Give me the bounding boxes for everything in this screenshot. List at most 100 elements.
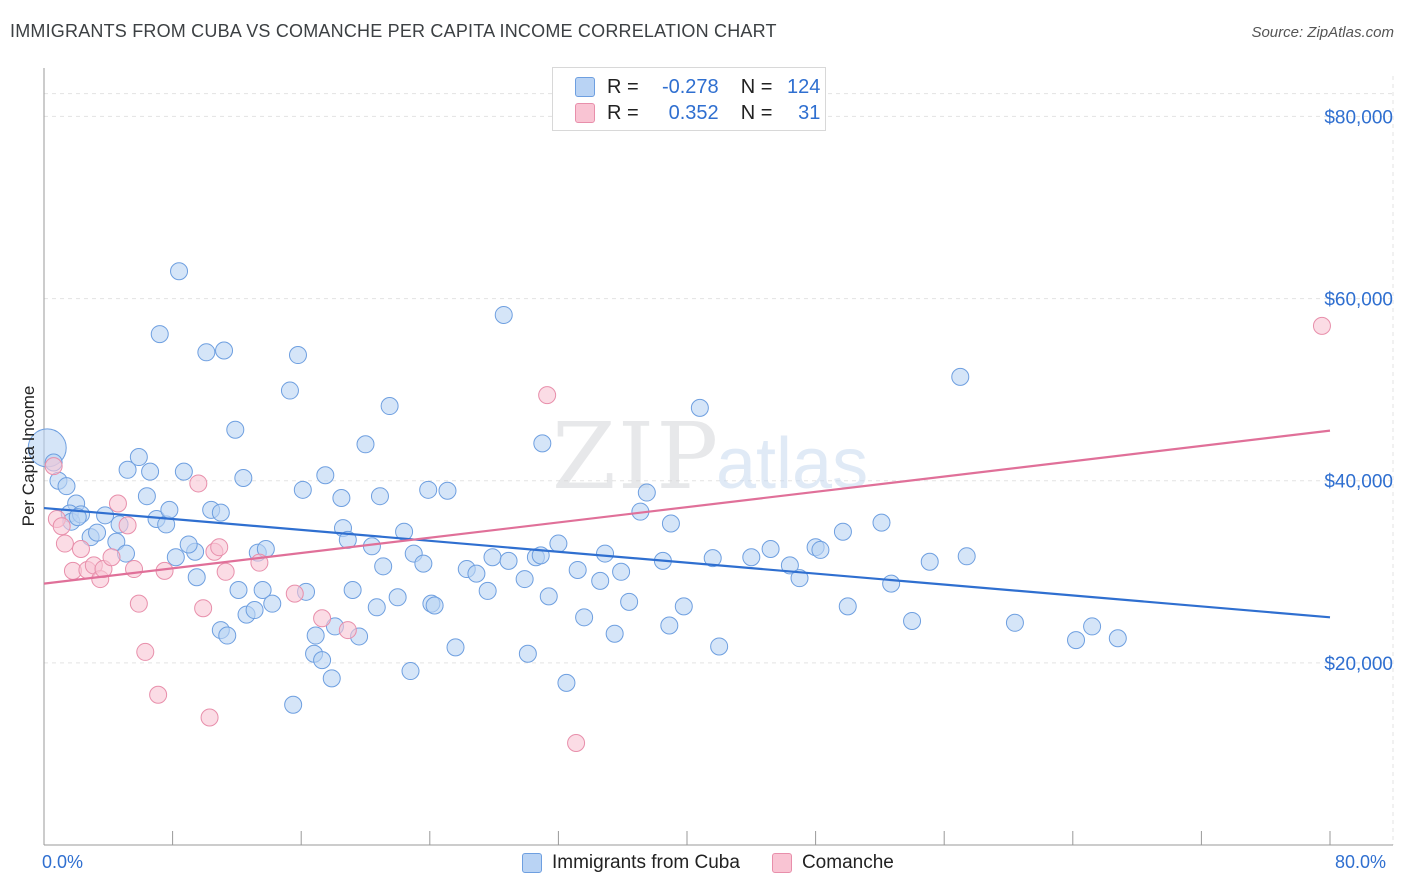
series-comanche-points [44, 316, 1331, 752]
data-point [125, 560, 144, 579]
legend-label-comanche: Comanche [801, 852, 894, 873]
data-point [742, 548, 761, 567]
legend-swatch-cuba [575, 77, 595, 97]
legend-r-label: R = [607, 75, 639, 98]
data-point [539, 587, 558, 606]
data-point [1005, 613, 1024, 632]
data-point [388, 588, 407, 607]
data-point [499, 551, 518, 570]
data-point [596, 544, 615, 563]
data-point [129, 448, 148, 467]
data-point [549, 534, 568, 553]
source-label: Source: ZipAtlas.com [1251, 24, 1394, 41]
data-point [872, 513, 891, 532]
data-point [612, 562, 631, 581]
data-point [218, 626, 237, 645]
data-point [957, 547, 976, 566]
data-point [210, 538, 229, 557]
data-point [88, 523, 107, 542]
y-tick-labels: $20,000 $40,000 $60,000 $80,000 [1324, 107, 1393, 674]
data-point [920, 552, 939, 571]
legend-r-value-comanche: 0.352 [668, 101, 719, 124]
data-point [903, 611, 922, 630]
data-point [263, 594, 282, 613]
data-point [96, 506, 115, 525]
data-point [494, 305, 513, 324]
data-point [229, 581, 248, 599]
data-point [216, 562, 235, 581]
data-point [446, 638, 465, 657]
data-point [215, 341, 234, 360]
data-point [234, 468, 253, 487]
legend-row-cuba: R = -0.278 N = 124 [575, 74, 820, 100]
data-point [179, 535, 198, 554]
data-point [591, 571, 610, 590]
data-point [568, 560, 587, 579]
data-point [1108, 629, 1127, 648]
data-point [129, 594, 148, 613]
data-point [637, 483, 656, 502]
data-point [71, 540, 90, 559]
data-point [187, 568, 206, 587]
data-point [194, 599, 213, 618]
data-point [306, 626, 325, 645]
data-point [690, 398, 709, 417]
watermark-zip: ZIP [552, 403, 720, 510]
data-point [55, 534, 74, 553]
data-point [703, 549, 722, 568]
legend-swatch-cuba [522, 853, 542, 873]
data-point [575, 608, 594, 627]
data-point [332, 489, 351, 508]
legend-r-value-cuba: -0.278 [661, 75, 719, 98]
data-point [425, 596, 444, 615]
data-point [660, 616, 679, 635]
data-point [620, 592, 639, 611]
data-point [149, 685, 168, 704]
data-point [951, 367, 970, 386]
data-point [882, 574, 901, 593]
data-point [557, 673, 576, 692]
data-point [44, 457, 63, 476]
data-point [200, 708, 219, 727]
series-legend: Immigrants from Cuba Comanche [522, 852, 926, 874]
data-point [838, 597, 857, 616]
data-point [833, 522, 852, 541]
legend-n-value-comanche: 31 [798, 101, 821, 124]
data-point [137, 487, 156, 506]
trend-line [43, 429, 1331, 585]
data-point [380, 397, 399, 416]
trend-line [43, 506, 1331, 619]
y-tick-label: $40,000 [1324, 472, 1393, 493]
data-point [419, 480, 438, 499]
data-point [118, 460, 137, 479]
data-point [343, 581, 362, 599]
legend-item-cuba[interactable]: Immigrants from Cuba [522, 852, 740, 874]
legend-label-cuba: Immigrants from Cuba [552, 852, 740, 873]
watermark-atlas: atlas [716, 424, 868, 504]
data-point [674, 597, 693, 616]
data-point [370, 487, 389, 506]
watermark: ZIP atlas [552, 403, 868, 510]
data-point [52, 517, 71, 536]
data-point [57, 477, 76, 496]
data-point [483, 548, 502, 567]
data-point [1312, 316, 1331, 335]
data-point [567, 734, 586, 752]
data-point [356, 435, 375, 454]
data-point [367, 598, 386, 617]
data-point [102, 548, 121, 567]
legend-swatch-comanche [771, 853, 792, 873]
data-point [166, 548, 185, 567]
chart-title: IMMIGRANTS FROM CUBA VS COMANCHE PER CAP… [10, 21, 777, 41]
data-point [780, 556, 799, 575]
data-point [811, 540, 830, 559]
data-point [322, 669, 341, 688]
data-point [414, 554, 433, 573]
legend-item-comanche[interactable]: Comanche [771, 852, 894, 874]
data-point [605, 624, 624, 643]
data-point [253, 581, 272, 599]
data-point [533, 434, 552, 453]
legend-n-label: N = [740, 101, 773, 124]
x-tick-label-max: 80.0% [1335, 852, 1387, 872]
data-point [710, 637, 729, 656]
